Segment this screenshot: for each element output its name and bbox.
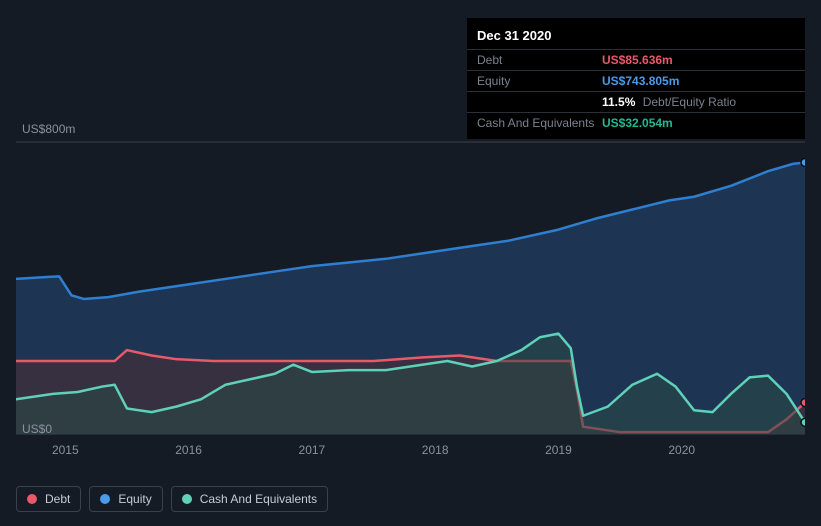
svg-text:2017: 2017: [299, 443, 326, 457]
tooltip-label: [477, 95, 602, 109]
tooltip-label: Cash And Equivalents: [477, 116, 602, 130]
tooltip-value: US$743.805m: [602, 74, 679, 88]
tooltip-date: Dec 31 2020: [467, 24, 805, 49]
legend-item-debt[interactable]: Debt: [16, 486, 81, 512]
tooltip-row-cash: Cash And EquivalentsUS$32.054m: [467, 112, 805, 133]
legend-item-cash[interactable]: Cash And Equivalents: [171, 486, 328, 512]
tooltip-row-ratio: 11.5% Debt/Equity Ratio: [467, 91, 805, 112]
legend-swatch: [100, 494, 110, 504]
chart-tooltip: Dec 31 2020 DebtUS$85.636mEquityUS$743.8…: [467, 18, 805, 139]
legend-item-equity[interactable]: Equity: [89, 486, 162, 512]
legend-swatch: [182, 494, 192, 504]
legend-label: Debt: [45, 492, 70, 506]
svg-text:2020: 2020: [668, 443, 695, 457]
legend-swatch: [27, 494, 37, 504]
tooltip-value: US$85.636m: [602, 53, 673, 67]
svg-text:2018: 2018: [422, 443, 449, 457]
tooltip-value: US$32.054m: [602, 116, 673, 130]
y-axis-top-label: US$800m: [22, 122, 75, 136]
y-axis-bottom-label: US$0: [22, 422, 52, 436]
svg-text:2016: 2016: [175, 443, 202, 457]
chart-legend: Debt Equity Cash And Equivalents: [16, 486, 328, 512]
tooltip-value: 11.5% Debt/Equity Ratio: [602, 95, 736, 109]
svg-text:2015: 2015: [52, 443, 79, 457]
legend-label: Cash And Equivalents: [200, 492, 317, 506]
tooltip-row-equity: EquityUS$743.805m: [467, 70, 805, 91]
svg-text:2019: 2019: [545, 443, 572, 457]
tooltip-label: Equity: [477, 74, 602, 88]
tooltip-row-debt: DebtUS$85.636m: [467, 49, 805, 70]
tooltip-label: Debt: [477, 53, 602, 67]
tooltip-extra: Debt/Equity Ratio: [639, 95, 736, 109]
legend-label: Equity: [118, 492, 151, 506]
